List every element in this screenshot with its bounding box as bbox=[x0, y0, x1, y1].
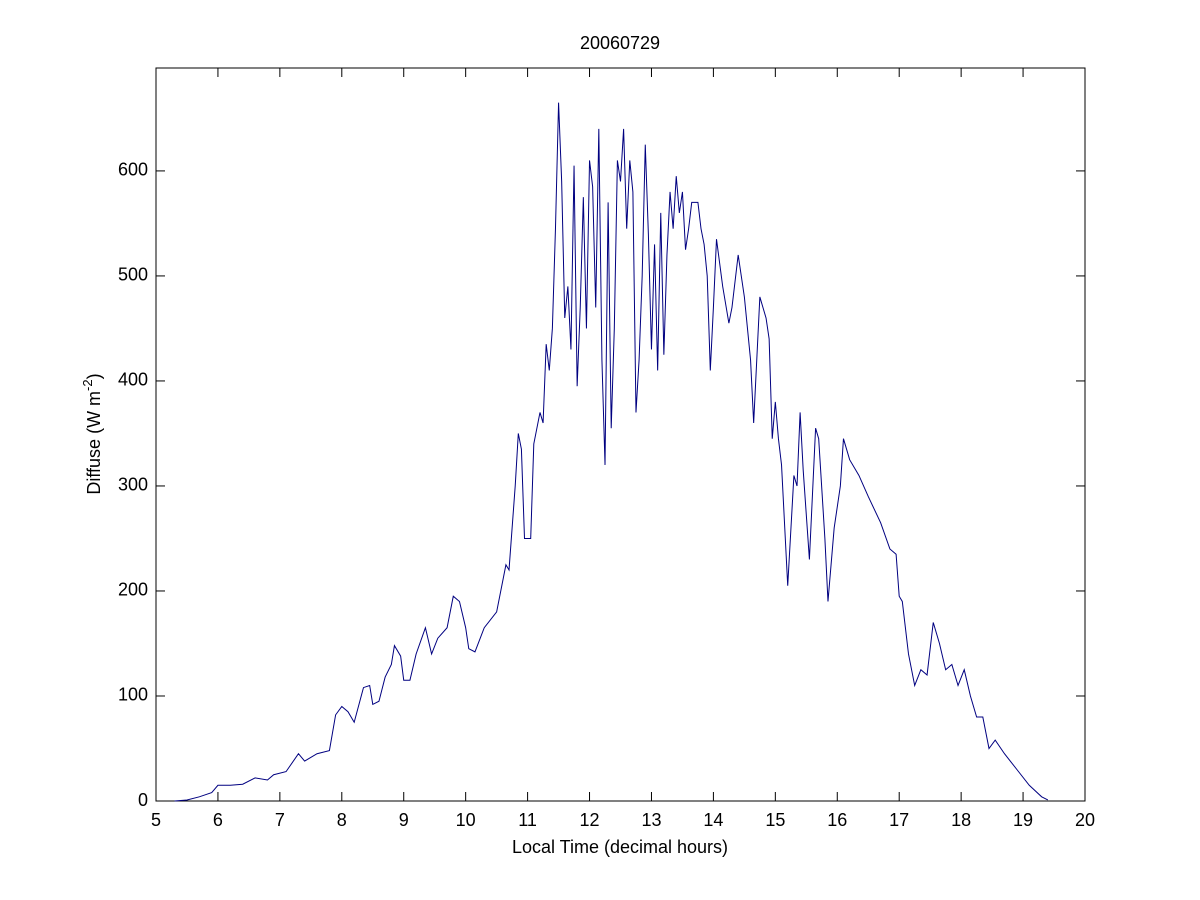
x-tick-label: 18 bbox=[951, 810, 971, 830]
plot-area bbox=[155, 67, 1086, 802]
y-label-sup: -2 bbox=[80, 379, 95, 391]
x-tick-label: 12 bbox=[580, 810, 600, 830]
chart-title: 20060729 bbox=[580, 33, 660, 53]
y-tick-label: 500 bbox=[118, 265, 148, 285]
y-tick-label: 100 bbox=[118, 685, 148, 705]
x-tick-label: 16 bbox=[827, 810, 847, 830]
y-tick-label: 0 bbox=[138, 790, 148, 810]
y-tick-label: 200 bbox=[118, 580, 148, 600]
y-axis-label: Diffuse (W m-2) bbox=[80, 373, 104, 494]
x-tick-label: 7 bbox=[275, 810, 285, 830]
y-tick-label: 600 bbox=[118, 160, 148, 180]
x-tick-label: 13 bbox=[641, 810, 661, 830]
y-tick-label: 400 bbox=[118, 370, 148, 390]
x-tick-label: 8 bbox=[337, 810, 347, 830]
x-tick-label: 9 bbox=[399, 810, 409, 830]
y-label-text: Diffuse (W m bbox=[84, 391, 104, 495]
x-tick-label: 10 bbox=[456, 810, 476, 830]
x-tick-label: 17 bbox=[889, 810, 909, 830]
x-tick-label: 6 bbox=[213, 810, 223, 830]
x-tick-label: 11 bbox=[518, 810, 537, 830]
y-tick-label: 300 bbox=[118, 475, 148, 495]
x-tick-label: 20 bbox=[1075, 810, 1095, 830]
x-tick-label: 14 bbox=[703, 810, 723, 830]
x-tick-label: 19 bbox=[1013, 810, 1033, 830]
data-line bbox=[174, 102, 1049, 802]
x-tick-label: 5 bbox=[151, 810, 161, 830]
x-axis-label: Local Time (decimal hours) bbox=[512, 837, 728, 857]
y-label-end: ) bbox=[84, 373, 104, 379]
x-tick-label: 15 bbox=[765, 810, 785, 830]
